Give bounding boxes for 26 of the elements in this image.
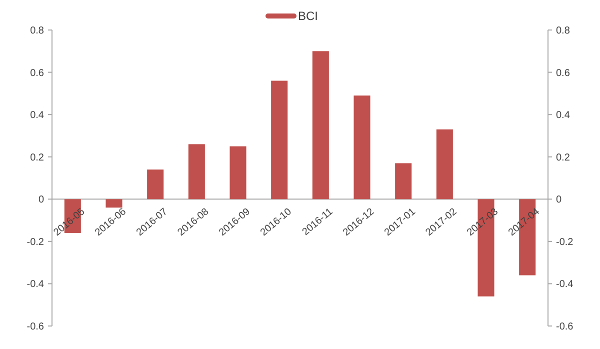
bar xyxy=(312,51,329,200)
y2-tick-label: 0 xyxy=(556,194,562,206)
bar xyxy=(271,80,288,200)
bar xyxy=(147,170,164,200)
y-tick-label: -0.6 xyxy=(26,322,44,332)
y-tick-label: 0.2 xyxy=(30,152,44,164)
y2-tick-label: -0.2 xyxy=(556,236,574,248)
bar xyxy=(354,96,370,200)
y-tick-label: 0.8 xyxy=(30,26,44,36)
y-tick-label: -0.4 xyxy=(26,279,44,290)
legend-label: BCI xyxy=(298,9,318,24)
y2-tick-label: 0.2 xyxy=(556,152,570,164)
y-tick-label: 0 xyxy=(38,194,44,206)
y-tick-label: 0.4 xyxy=(30,110,44,122)
bar xyxy=(436,129,453,200)
y2-tick-label: -0.4 xyxy=(556,279,574,290)
y2-tick-label: -0.6 xyxy=(556,322,574,332)
y-tick-label: -0.2 xyxy=(26,236,44,248)
bar xyxy=(230,146,246,200)
bar xyxy=(188,144,205,200)
bar xyxy=(106,199,122,208)
y2-tick-label: 0.8 xyxy=(556,26,570,36)
bar xyxy=(395,163,412,200)
y2-tick-label: 0.6 xyxy=(556,68,570,79)
y-tick-label: 0.6 xyxy=(30,68,44,79)
y2-tick-label: 0.4 xyxy=(556,110,570,122)
